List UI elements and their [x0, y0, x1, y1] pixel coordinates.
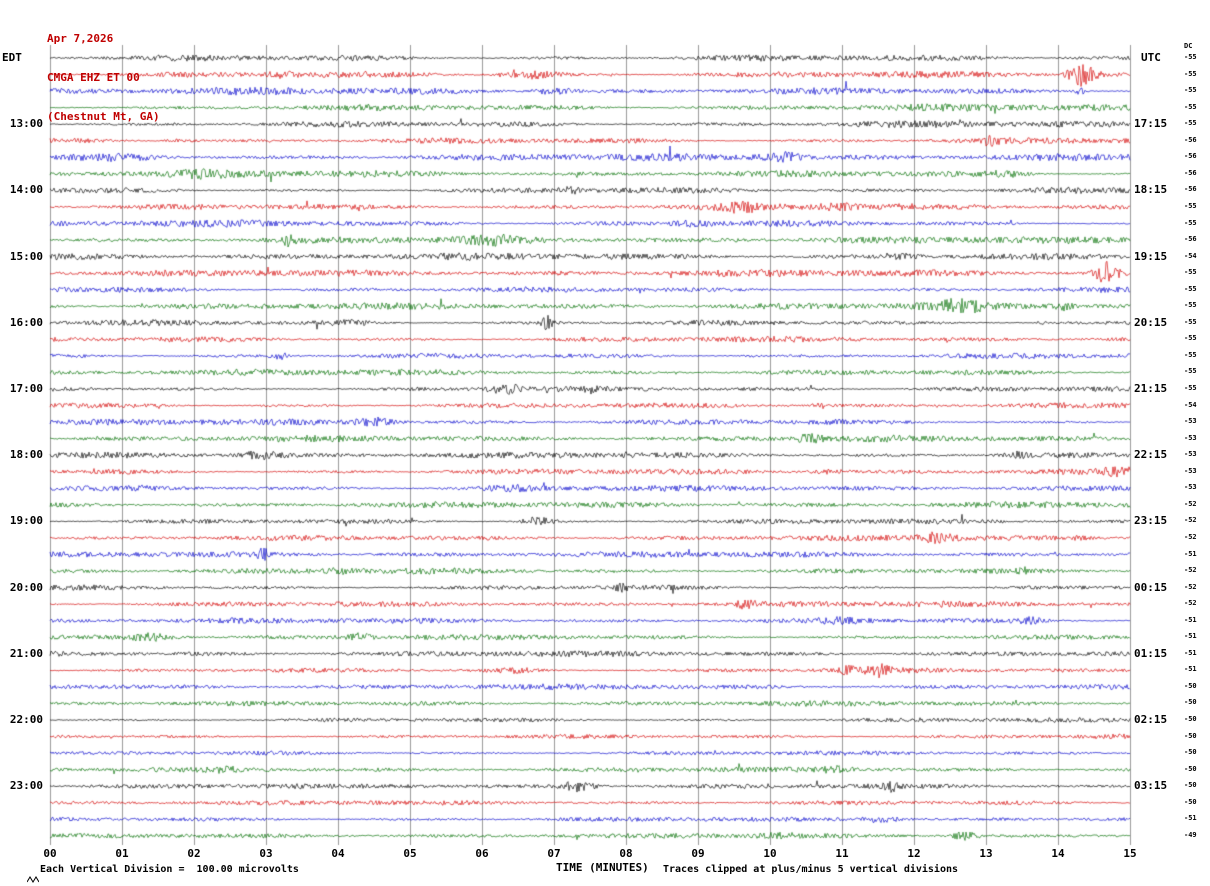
dc-offset-value: -55	[1184, 86, 1197, 95]
dc-offset-value: -52	[1184, 532, 1197, 541]
utc-time-label: 17:15	[1134, 117, 1168, 131]
x-tick-label: 09	[691, 847, 705, 860]
dc-offset-value: -51	[1184, 665, 1197, 674]
dc-offset-value: -51	[1184, 814, 1197, 823]
left-axis-title-edt: EDT	[2, 51, 22, 64]
clipping-note: Traces clipped at plus/minus 5 vertical …	[663, 864, 959, 875]
dc-offset-value: -55	[1184, 268, 1197, 277]
utc-time-label: 22:15	[1134, 448, 1168, 462]
utc-time-label: 19:15	[1134, 249, 1168, 263]
dc-offset-value: -55	[1184, 102, 1197, 111]
x-tick-label: 08	[619, 847, 633, 860]
dc-offset-value: -50	[1184, 781, 1197, 790]
edt-time-label: 21:00	[9, 646, 43, 660]
x-tick-label: 07	[547, 847, 561, 860]
scale-marker-icon	[27, 876, 39, 883]
utc-time-label: 03:15	[1134, 779, 1168, 793]
dc-axis-title: DC	[1184, 42, 1193, 50]
station-label: CMGA EHZ ET 00	[47, 71, 140, 84]
dc-offset-value: -53	[1184, 450, 1197, 459]
dc-offset-value: -55	[1184, 317, 1197, 326]
dc-offset-value: -55	[1184, 350, 1197, 359]
utc-time-label: 23:15	[1134, 514, 1168, 528]
x-tick-label: 03	[259, 847, 273, 860]
dc-offset-value: -56	[1184, 135, 1197, 144]
dc-offset-value: -56	[1184, 152, 1197, 161]
edt-time-label: 17:00	[9, 382, 43, 395]
dc-offset-value: -54	[1184, 251, 1197, 260]
dc-offset-value: -50	[1184, 698, 1197, 707]
utc-time-label: 02:15	[1134, 713, 1168, 726]
dc-offset-value: -52	[1184, 499, 1197, 508]
dc-offset-value: -50	[1184, 715, 1197, 723]
edt-time-label: 19:00	[9, 514, 43, 528]
dc-offset-value: -51	[1184, 632, 1197, 641]
x-tick-label: 00	[43, 847, 57, 860]
dc-offset-value: -51	[1184, 549, 1197, 558]
utc-time-label: 21:15	[1134, 382, 1168, 395]
plot-header: Apr 7,2026 CMGA EHZ ET 00 (Chestnut Mt, …	[47, 6, 160, 149]
dc-offset-value: -49	[1184, 830, 1197, 839]
dc-offset-value: -50	[1184, 797, 1197, 806]
x-tick-label: 15	[1123, 847, 1137, 860]
edt-time-label: 13:00	[9, 117, 43, 131]
dc-offset-value: -52	[1184, 516, 1197, 525]
dc-offset-value: -54	[1184, 400, 1197, 409]
dc-offset-value: -55	[1184, 201, 1197, 210]
dc-offset-value: -56	[1184, 185, 1197, 194]
right-axis-title-utc: UTC	[1141, 51, 1161, 64]
dc-offset-value: -51	[1184, 615, 1197, 624]
dc-offset-value: -55	[1184, 367, 1197, 376]
dc-offset-value: -53	[1184, 466, 1197, 475]
dc-offset-value: -55	[1184, 384, 1197, 392]
x-tick-label: 01	[115, 847, 129, 860]
edt-time-label: 18:00	[9, 448, 43, 462]
dc-offset-value: -55	[1184, 301, 1197, 310]
x-axis-title: TIME (MINUTES)	[556, 861, 649, 874]
edt-time-label: 20:00	[9, 580, 43, 594]
location-label: (Chestnut Mt, GA)	[47, 110, 160, 123]
dc-offset-value: -55	[1184, 119, 1197, 128]
dc-offset-value: -53	[1184, 433, 1197, 442]
edt-time-label: 14:00	[9, 183, 43, 197]
dc-offset-value: -50	[1184, 764, 1197, 773]
edt-time-label: 22:00	[9, 713, 43, 726]
dc-offset-value: -55	[1184, 334, 1197, 343]
x-tick-label: 05	[403, 847, 417, 860]
dc-offset-value: -55	[1184, 284, 1197, 293]
utc-time-label: 01:15	[1134, 646, 1168, 660]
dc-offset-value: -52	[1184, 582, 1197, 591]
edt-time-label: 23:00	[9, 779, 43, 793]
x-tick-label: 14	[1051, 847, 1065, 860]
dc-offset-value: -50	[1184, 681, 1197, 690]
dc-offset-value: -52	[1184, 599, 1197, 608]
x-tick-label: 12	[907, 847, 921, 860]
dc-offset-value: -55	[1184, 218, 1197, 227]
dc-offset-value: -55	[1184, 53, 1197, 61]
utc-time-label: 20:15	[1134, 315, 1168, 329]
date-label: Apr 7,2026	[47, 32, 114, 45]
edt-time-label: 15:00	[9, 249, 43, 263]
edt-time-label: 16:00	[9, 315, 43, 329]
dc-offset-value: -52	[1184, 566, 1197, 575]
vertical-division-note: Each Vertical Division = 100.00 microvol…	[40, 864, 299, 875]
dc-offset-value: -51	[1184, 648, 1197, 657]
x-tick-label: 10	[763, 847, 777, 860]
x-tick-label: 02	[187, 847, 201, 860]
dc-offset-value: -50	[1184, 748, 1197, 757]
dc-offset-value: -50	[1184, 731, 1197, 740]
dc-offset-value: -56	[1184, 235, 1197, 244]
x-tick-label: 13	[979, 847, 993, 860]
dc-offset-value: -55	[1184, 69, 1197, 78]
utc-time-label: 00:15	[1134, 580, 1168, 594]
utc-time-label: 18:15	[1134, 183, 1168, 197]
dc-offset-value: -53	[1184, 417, 1197, 426]
x-tick-label: 06	[475, 847, 489, 860]
dc-offset-value: -53	[1184, 483, 1197, 492]
x-tick-label: 04	[331, 847, 345, 860]
dc-offset-value: -56	[1184, 168, 1197, 177]
x-tick-label: 11	[835, 847, 849, 860]
